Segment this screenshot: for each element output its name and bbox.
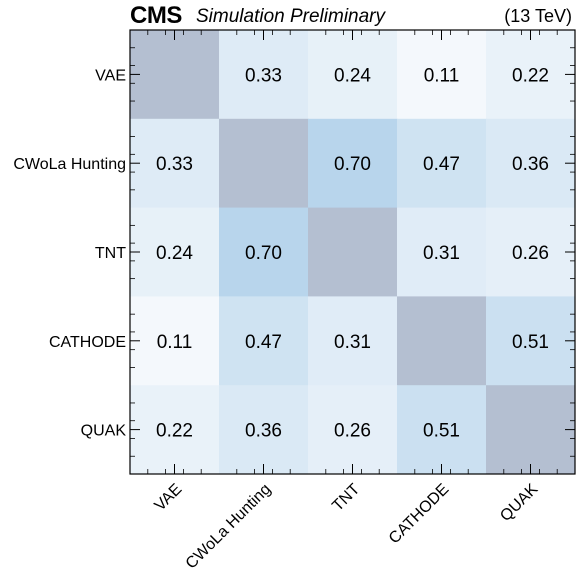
cell-value-label: 0.36 [245, 421, 282, 442]
cell-value-label: 0.33 [156, 154, 193, 175]
heatmap-cell [130, 118, 220, 209]
energy-label: (13 TeV) [504, 6, 572, 26]
cell-value-label: 0.31 [334, 332, 371, 353]
cell-value-label: 0.11 [157, 332, 193, 353]
cell-value-label: 0.22 [156, 421, 193, 442]
cell-value-label: 0.33 [245, 65, 282, 86]
heatmap-cell [308, 296, 398, 386]
heatmap-cell [219, 385, 309, 475]
cell-value-label: 0.26 [334, 421, 371, 442]
y-tick-label: VAE [95, 67, 126, 84]
heatmap-cell [308, 207, 398, 297]
heatmap-cell [308, 385, 398, 475]
cell-value-label: 0.24 [156, 243, 193, 264]
y-tick-label: TNT [95, 245, 126, 262]
heatmap-cell [486, 296, 576, 386]
cell-value-label: 0.36 [512, 154, 549, 175]
heatmap-cell [130, 207, 220, 297]
heatmap-cell [130, 296, 220, 386]
cell-value-label: 0.70 [334, 154, 371, 175]
heatmap-cell [486, 207, 576, 297]
heatmap-cell [130, 30, 220, 120]
cell-value-label: 0.47 [245, 332, 282, 353]
heatmap-cell [486, 30, 576, 120]
heatmap-cell [219, 207, 309, 297]
x-tick-label: CATHODE [386, 481, 453, 548]
y-tick-label: CWoLa Hunting [13, 156, 126, 173]
cell-value-label: 0.22 [512, 65, 549, 86]
x-tick-label: VAE [152, 481, 186, 515]
heatmap-cell [308, 118, 398, 209]
cell-value-label: 0.47 [423, 154, 460, 175]
cell-value-label: 0.11 [424, 65, 460, 86]
y-tick-label: QUAK [81, 423, 127, 440]
heatmap-cell [219, 118, 309, 209]
heatmap-cell [397, 118, 487, 209]
heatmap-cell [397, 207, 487, 297]
heatmap-cell [219, 30, 309, 120]
cell-value-label: 0.51 [423, 421, 460, 442]
x-tick-label: TNT [329, 481, 363, 515]
cell-value-label: 0.24 [334, 65, 371, 86]
status-label: Simulation Preliminary [196, 6, 386, 27]
heatmap-cell [397, 296, 487, 386]
heatmap-cell [219, 296, 309, 386]
cell-value-label: 0.31 [423, 243, 460, 264]
heatmap-cell [397, 385, 487, 475]
x-tick-label: CWoLa Hunting [183, 481, 275, 572]
cell-value-label: 0.51 [512, 332, 549, 353]
x-tick-label: QUAK [497, 481, 541, 525]
heatmap-cell [486, 385, 576, 475]
cell-value-label: 0.26 [512, 243, 549, 264]
heatmap-cell [486, 118, 576, 209]
cell-value-label: 0.70 [245, 243, 282, 264]
heatmap-cell [397, 30, 487, 120]
experiment-label: CMS [130, 2, 182, 29]
heatmap-cell [308, 30, 398, 120]
heatmap-cell [130, 385, 220, 475]
y-tick-label: CATHODE [49, 334, 126, 351]
